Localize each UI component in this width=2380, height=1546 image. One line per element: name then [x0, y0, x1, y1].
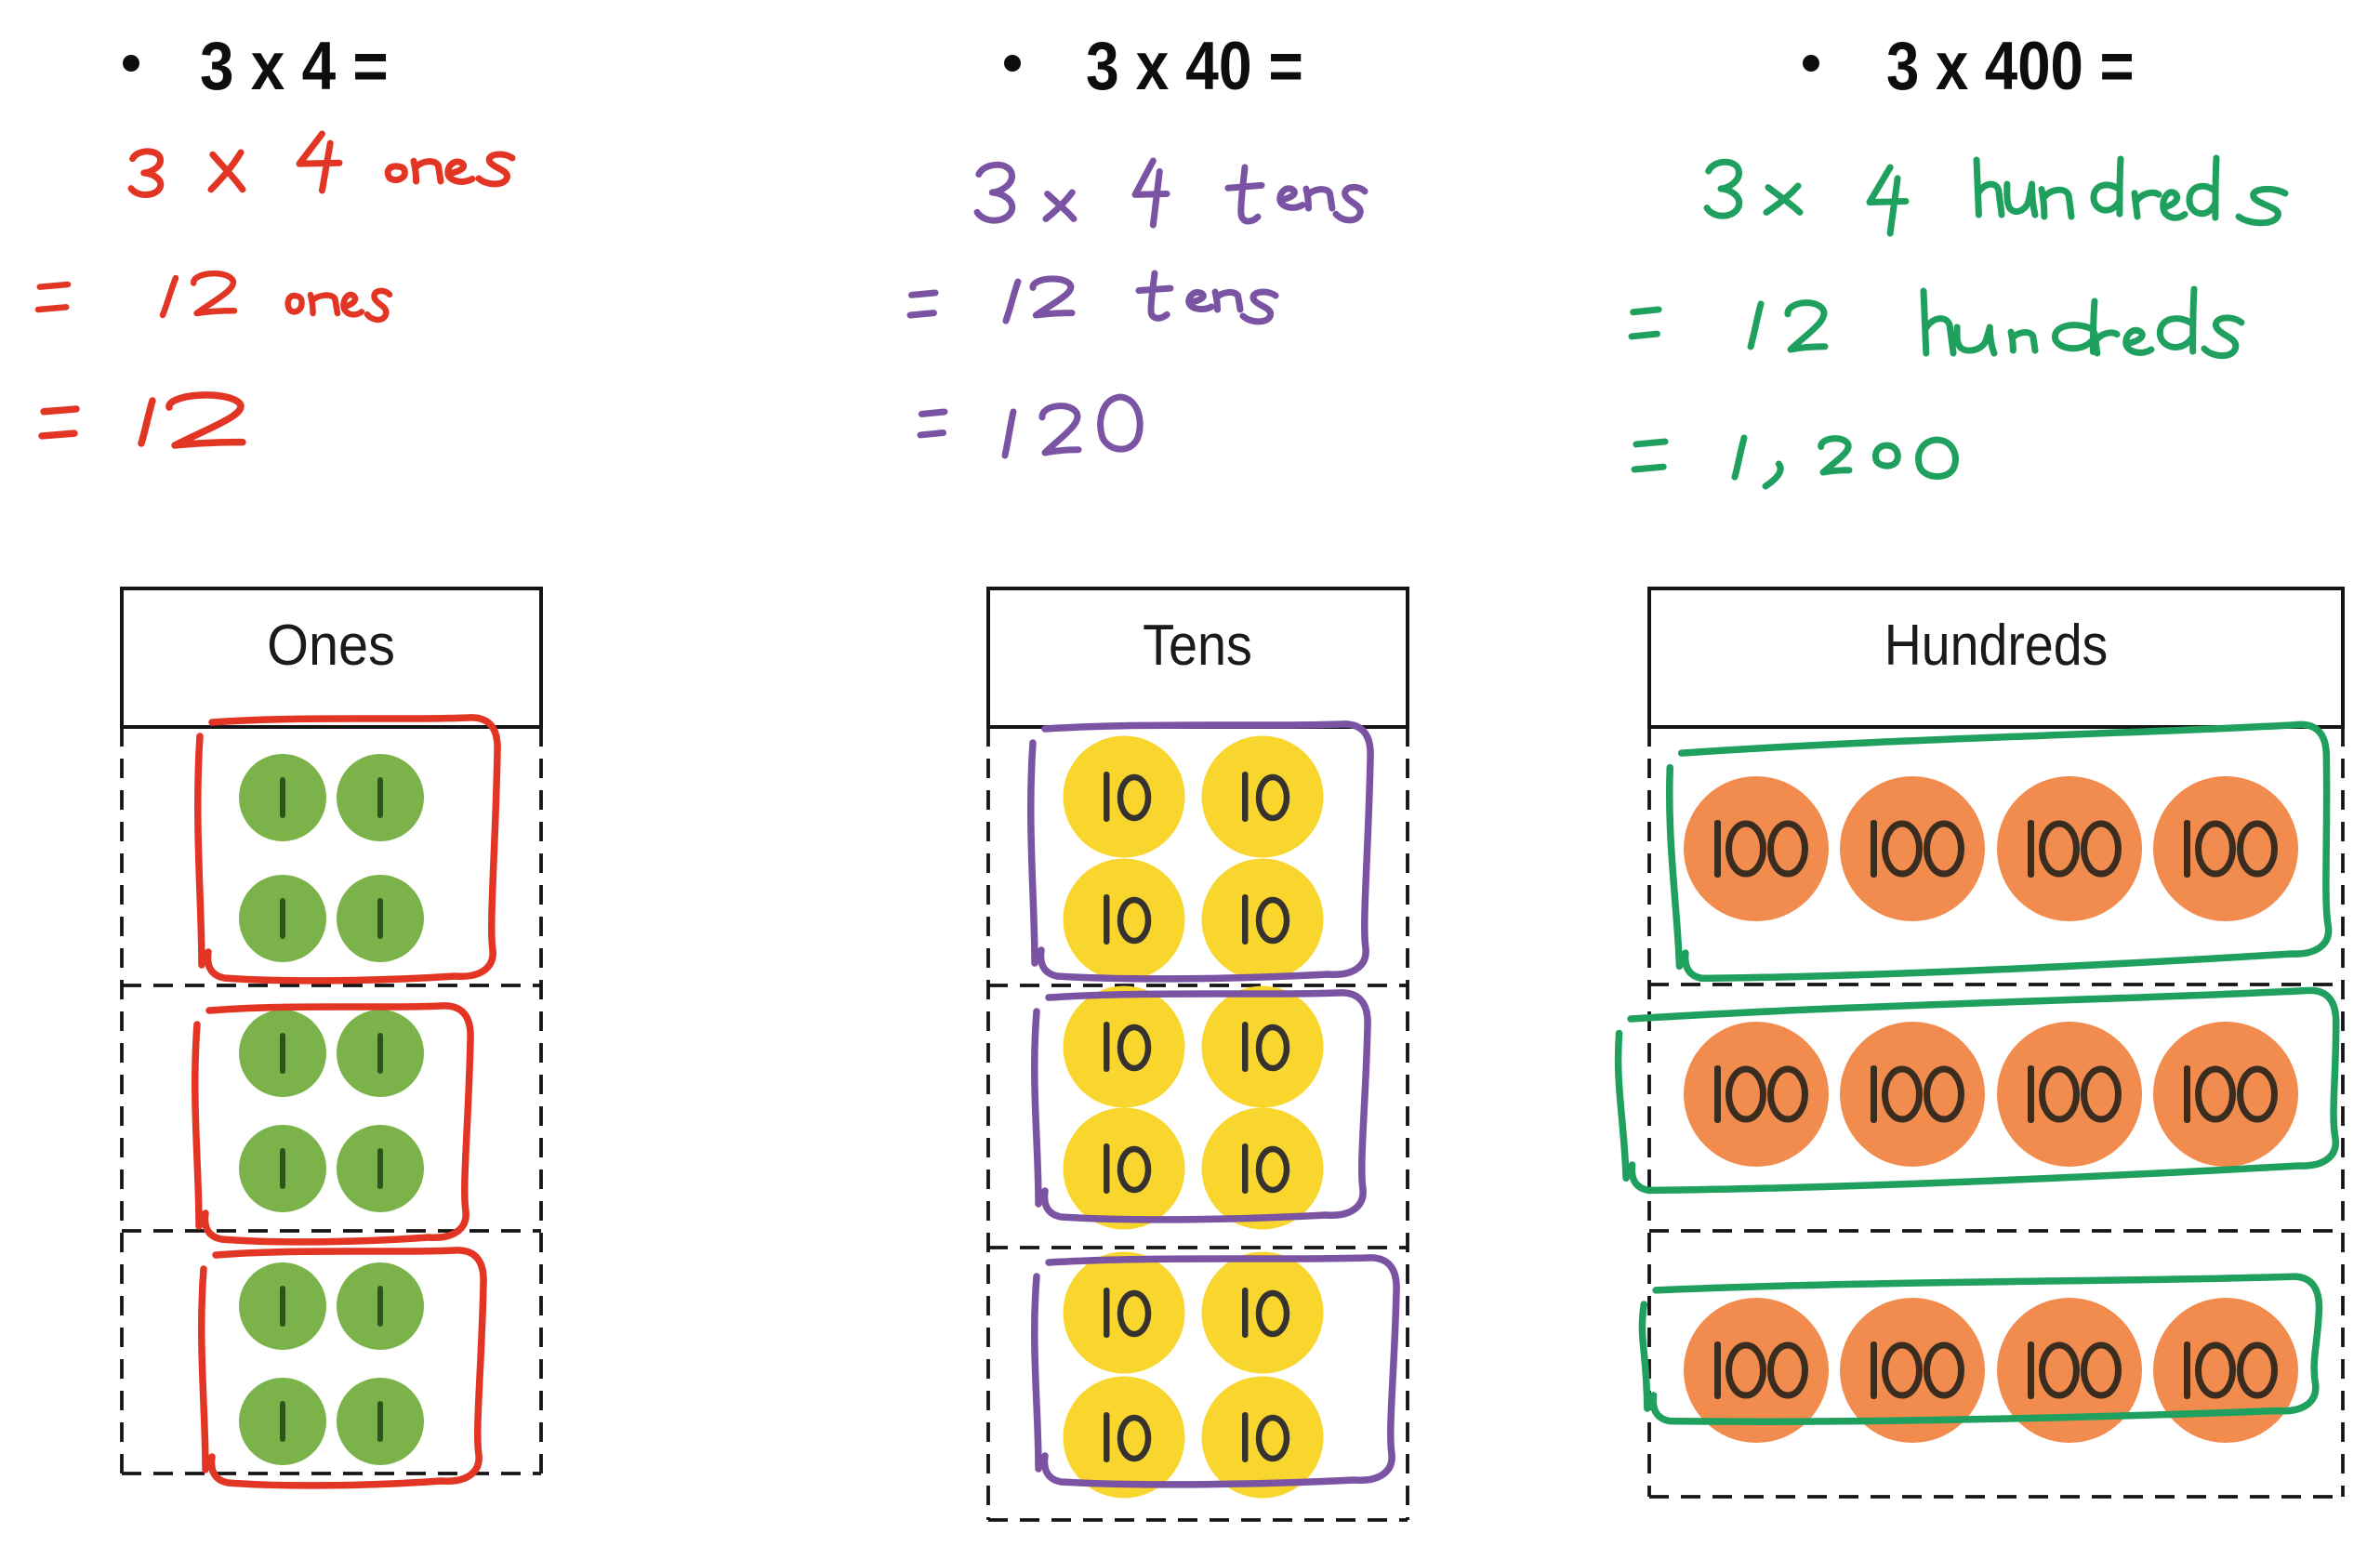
svg-text:Hundreds: Hundreds	[1884, 614, 2109, 677]
svg-text:3 x 40 =: 3 x 40 =	[1086, 28, 1303, 104]
svg-text:3 x 4 =: 3 x 4 =	[200, 28, 389, 104]
svg-text:3 x 400 =: 3 x 400 =	[1886, 29, 2135, 104]
svg-text:Ones: Ones	[267, 613, 395, 677]
svg-text:Tens: Tens	[1143, 614, 1252, 677]
